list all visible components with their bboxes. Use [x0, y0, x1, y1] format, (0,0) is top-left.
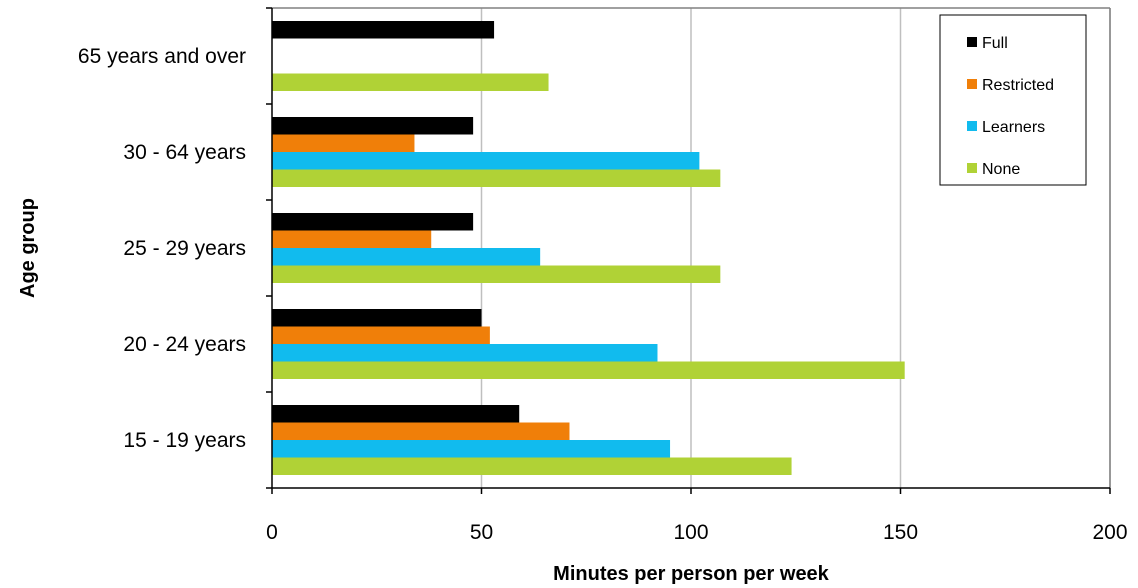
- bars-layer: [272, 21, 905, 475]
- legend-swatch-learners: [967, 121, 977, 131]
- bar-full-3: [272, 117, 474, 135]
- y-tick-label: 25 - 29 years: [123, 237, 246, 260]
- legend: Full Restricted Learners None: [939, 14, 1087, 186]
- legend-label-restricted: Restricted: [982, 77, 1054, 94]
- bar-learners-0: [272, 440, 671, 458]
- legend-swatch-restricted: [967, 79, 977, 89]
- bar-none-1: [272, 361, 905, 379]
- x-tick-label: 150: [883, 521, 918, 544]
- x-tick-label: 0: [266, 521, 278, 544]
- y-axis-title: Age group: [17, 198, 39, 298]
- y-tick-label: 15 - 19 years: [123, 429, 246, 452]
- legend-label-none: None: [982, 161, 1020, 178]
- legend-swatch-none: [967, 163, 977, 173]
- x-tick-label: 200: [1092, 521, 1127, 544]
- bar-none-2: [272, 265, 721, 283]
- bar-learners-3: [272, 152, 700, 170]
- bar-none-0: [272, 457, 792, 475]
- x-tick-label: 100: [673, 521, 708, 544]
- bar-full-2: [272, 213, 474, 231]
- x-tick-label: 50: [470, 521, 493, 544]
- y-tick-label: 65 years and over: [78, 45, 246, 68]
- bar-none-3: [272, 169, 721, 187]
- bar-full-4: [272, 21, 495, 39]
- bar-restricted-2: [272, 230, 432, 248]
- bar-restricted-1: [272, 326, 490, 344]
- x-axis-title: Minutes per person per week: [553, 563, 830, 585]
- y-tick-label: 20 - 24 years: [123, 333, 246, 356]
- bar-learners-2: [272, 248, 541, 266]
- legend-box: [939, 14, 1087, 186]
- y-tick-label: 30 - 64 years: [123, 141, 246, 164]
- legend-swatch-full: [967, 37, 977, 47]
- labels-layer: 15 - 19 years 20 - 24 years 25 - 29 years 3…: [78, 45, 1128, 544]
- bar-restricted-3: [272, 134, 415, 152]
- bar-full-1: [272, 309, 482, 327]
- bar-full-0: [272, 405, 520, 423]
- axes-layer: [266, 7, 1111, 494]
- bar-none-4: [272, 73, 549, 91]
- bar-learners-1: [272, 344, 658, 362]
- legend-label-full: Full: [982, 35, 1008, 52]
- legend-label-learners: Learners: [982, 119, 1045, 136]
- bar-restricted-0: [272, 422, 570, 440]
